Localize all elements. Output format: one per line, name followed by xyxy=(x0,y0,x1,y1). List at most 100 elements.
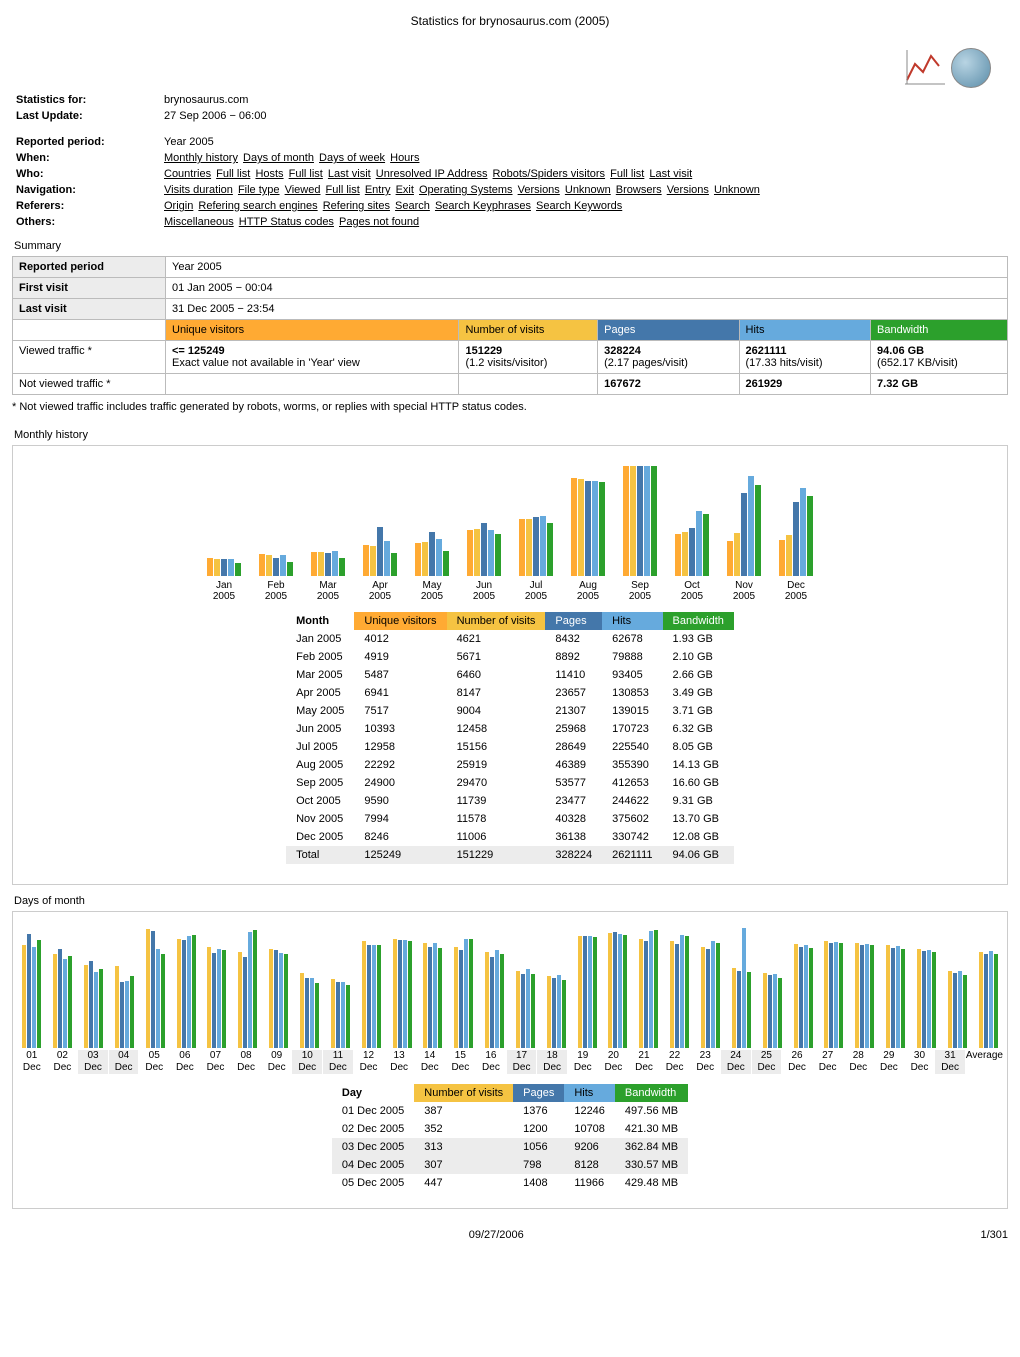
month-bar-group xyxy=(306,551,350,576)
nav-link[interactable]: Refering search engines xyxy=(198,200,317,212)
bar-pg xyxy=(521,974,525,1048)
nav-link[interactable]: Hosts xyxy=(255,168,283,180)
nav-link[interactable]: Full list xyxy=(289,168,323,180)
nav-link[interactable]: Last visit xyxy=(328,168,371,180)
summary-last-value: 31 Dec 2005 − 23:54 xyxy=(166,299,1008,320)
nav-link[interactable]: Unresolved IP Address xyxy=(376,168,488,180)
table-row: Jan 2005401246218432626781.93 GB xyxy=(286,630,734,648)
bar-bw xyxy=(130,976,134,1048)
bar-ht xyxy=(865,944,869,1048)
bar-nv xyxy=(763,973,767,1048)
table-row: 02 Dec 2005352120010708421.30 MB xyxy=(332,1120,688,1138)
day-bar-group xyxy=(665,935,695,1048)
table-cell: Aug 2005 xyxy=(286,756,354,774)
others-links: Miscellaneous HTTP Status codes Pages no… xyxy=(160,214,1008,230)
table-cell: 11578 xyxy=(447,810,546,828)
table-cell: 29470 xyxy=(447,774,546,792)
bar-nv xyxy=(238,952,242,1048)
nav-link[interactable]: Full list xyxy=(216,168,250,180)
nav-link[interactable]: Entry xyxy=(365,184,391,196)
bar-pg xyxy=(398,940,402,1048)
day-label: 16Dec xyxy=(476,1050,506,1074)
ref-links: Origin Refering search engines Refering … xyxy=(160,198,1008,214)
bar-bw xyxy=(755,485,761,576)
bar-nv xyxy=(331,979,335,1048)
day-bar-group xyxy=(480,950,510,1048)
month-label: Oct2005 xyxy=(670,580,714,602)
nav-link[interactable]: Last visit xyxy=(649,168,692,180)
table-cell: 28649 xyxy=(545,738,602,756)
bar-uv xyxy=(519,519,525,576)
nav-link[interactable]: Unknown xyxy=(565,184,611,196)
nav-link[interactable]: Full list xyxy=(326,184,360,196)
bar-nv xyxy=(670,941,674,1048)
nav-link[interactable]: Hours xyxy=(390,152,419,164)
day-label: Average xyxy=(966,1050,1003,1074)
bar-ht xyxy=(742,928,746,1048)
bar-ht xyxy=(332,551,338,576)
nav-link[interactable]: Search Keyphrases xyxy=(435,200,531,212)
table-cell: 16.60 GB xyxy=(663,774,734,792)
day-bar-group xyxy=(603,932,633,1048)
month-label: Dec2005 xyxy=(774,580,818,602)
table-cell: 8246 xyxy=(354,828,446,846)
day-bar-group xyxy=(418,943,448,1048)
table-cell: 1408 xyxy=(513,1174,564,1192)
day-label: 23Dec xyxy=(690,1050,720,1074)
nav-link[interactable]: Pages not found xyxy=(339,216,419,228)
bar-nv xyxy=(630,466,636,576)
nav-link[interactable]: Days of week xyxy=(319,152,385,164)
nav-link[interactable]: Operating Systems xyxy=(419,184,513,196)
table-row: Jun 20051039312458259681707236.32 GB xyxy=(286,720,734,738)
nav-link[interactable]: Miscellaneous xyxy=(164,216,234,228)
days-table: Day Number of visits Pages Hits Bandwidt… xyxy=(332,1084,688,1192)
nav-link[interactable]: Versions xyxy=(518,184,560,196)
table-cell: 8.05 GB xyxy=(663,738,734,756)
table-cell: 6941 xyxy=(354,684,446,702)
bar-ht xyxy=(187,936,191,1048)
nav-link[interactable]: File type xyxy=(238,184,280,196)
logo xyxy=(888,44,1008,92)
month-label: Mar2005 xyxy=(306,580,350,602)
nav-link[interactable]: Visits duration xyxy=(164,184,233,196)
day-label: 10Dec xyxy=(292,1050,322,1074)
bar-bw xyxy=(500,954,504,1048)
bar-nv xyxy=(300,973,304,1048)
summary-hdr-nv: Number of visits xyxy=(459,320,598,341)
table-cell: 53577 xyxy=(545,774,602,792)
bar-ht xyxy=(63,959,67,1048)
nav-link[interactable]: Versions xyxy=(667,184,709,196)
when-label: When: xyxy=(12,150,160,166)
nav-link[interactable]: Unknown xyxy=(714,184,760,196)
bar-bw xyxy=(346,985,350,1048)
day-bar-group xyxy=(48,949,78,1048)
table-cell: 7994 xyxy=(354,810,446,828)
table-cell: 307 xyxy=(414,1156,513,1174)
nav-link[interactable]: Search xyxy=(395,200,430,212)
nav-link[interactable]: Days of month xyxy=(243,152,314,164)
bar-bw xyxy=(839,943,843,1048)
nav-link[interactable]: Robots/Spiders visitors xyxy=(493,168,606,180)
nav-link[interactable]: Origin xyxy=(164,200,193,212)
nav-link[interactable]: HTTP Status codes xyxy=(239,216,334,228)
bar-ht xyxy=(156,949,160,1048)
bar-nv xyxy=(824,941,828,1048)
table-row: Sep 200524900294705357741265316.60 GB xyxy=(286,774,734,792)
bar-nv xyxy=(578,479,584,576)
nav-link[interactable]: Search Keywords xyxy=(536,200,622,212)
month-bar-group xyxy=(358,527,402,576)
nav-link[interactable]: Monthly history xyxy=(164,152,238,164)
days-th-ht: Hits xyxy=(564,1084,615,1102)
day-bar-group xyxy=(726,928,756,1048)
nav-link[interactable]: Exit xyxy=(396,184,414,196)
bar-nv xyxy=(422,542,428,576)
others-label: Others: xyxy=(12,214,160,230)
table-cell: 1200 xyxy=(513,1120,564,1138)
nav-link[interactable]: Browsers xyxy=(616,184,662,196)
table-cell: 2.10 GB xyxy=(663,648,734,666)
nav-link[interactable]: Countries xyxy=(164,168,211,180)
nav-link[interactable]: Refering sites xyxy=(323,200,390,212)
nav-link[interactable]: Full list xyxy=(610,168,644,180)
nav-link[interactable]: Viewed xyxy=(285,184,321,196)
days-th-bw: Bandwidth xyxy=(615,1084,688,1102)
